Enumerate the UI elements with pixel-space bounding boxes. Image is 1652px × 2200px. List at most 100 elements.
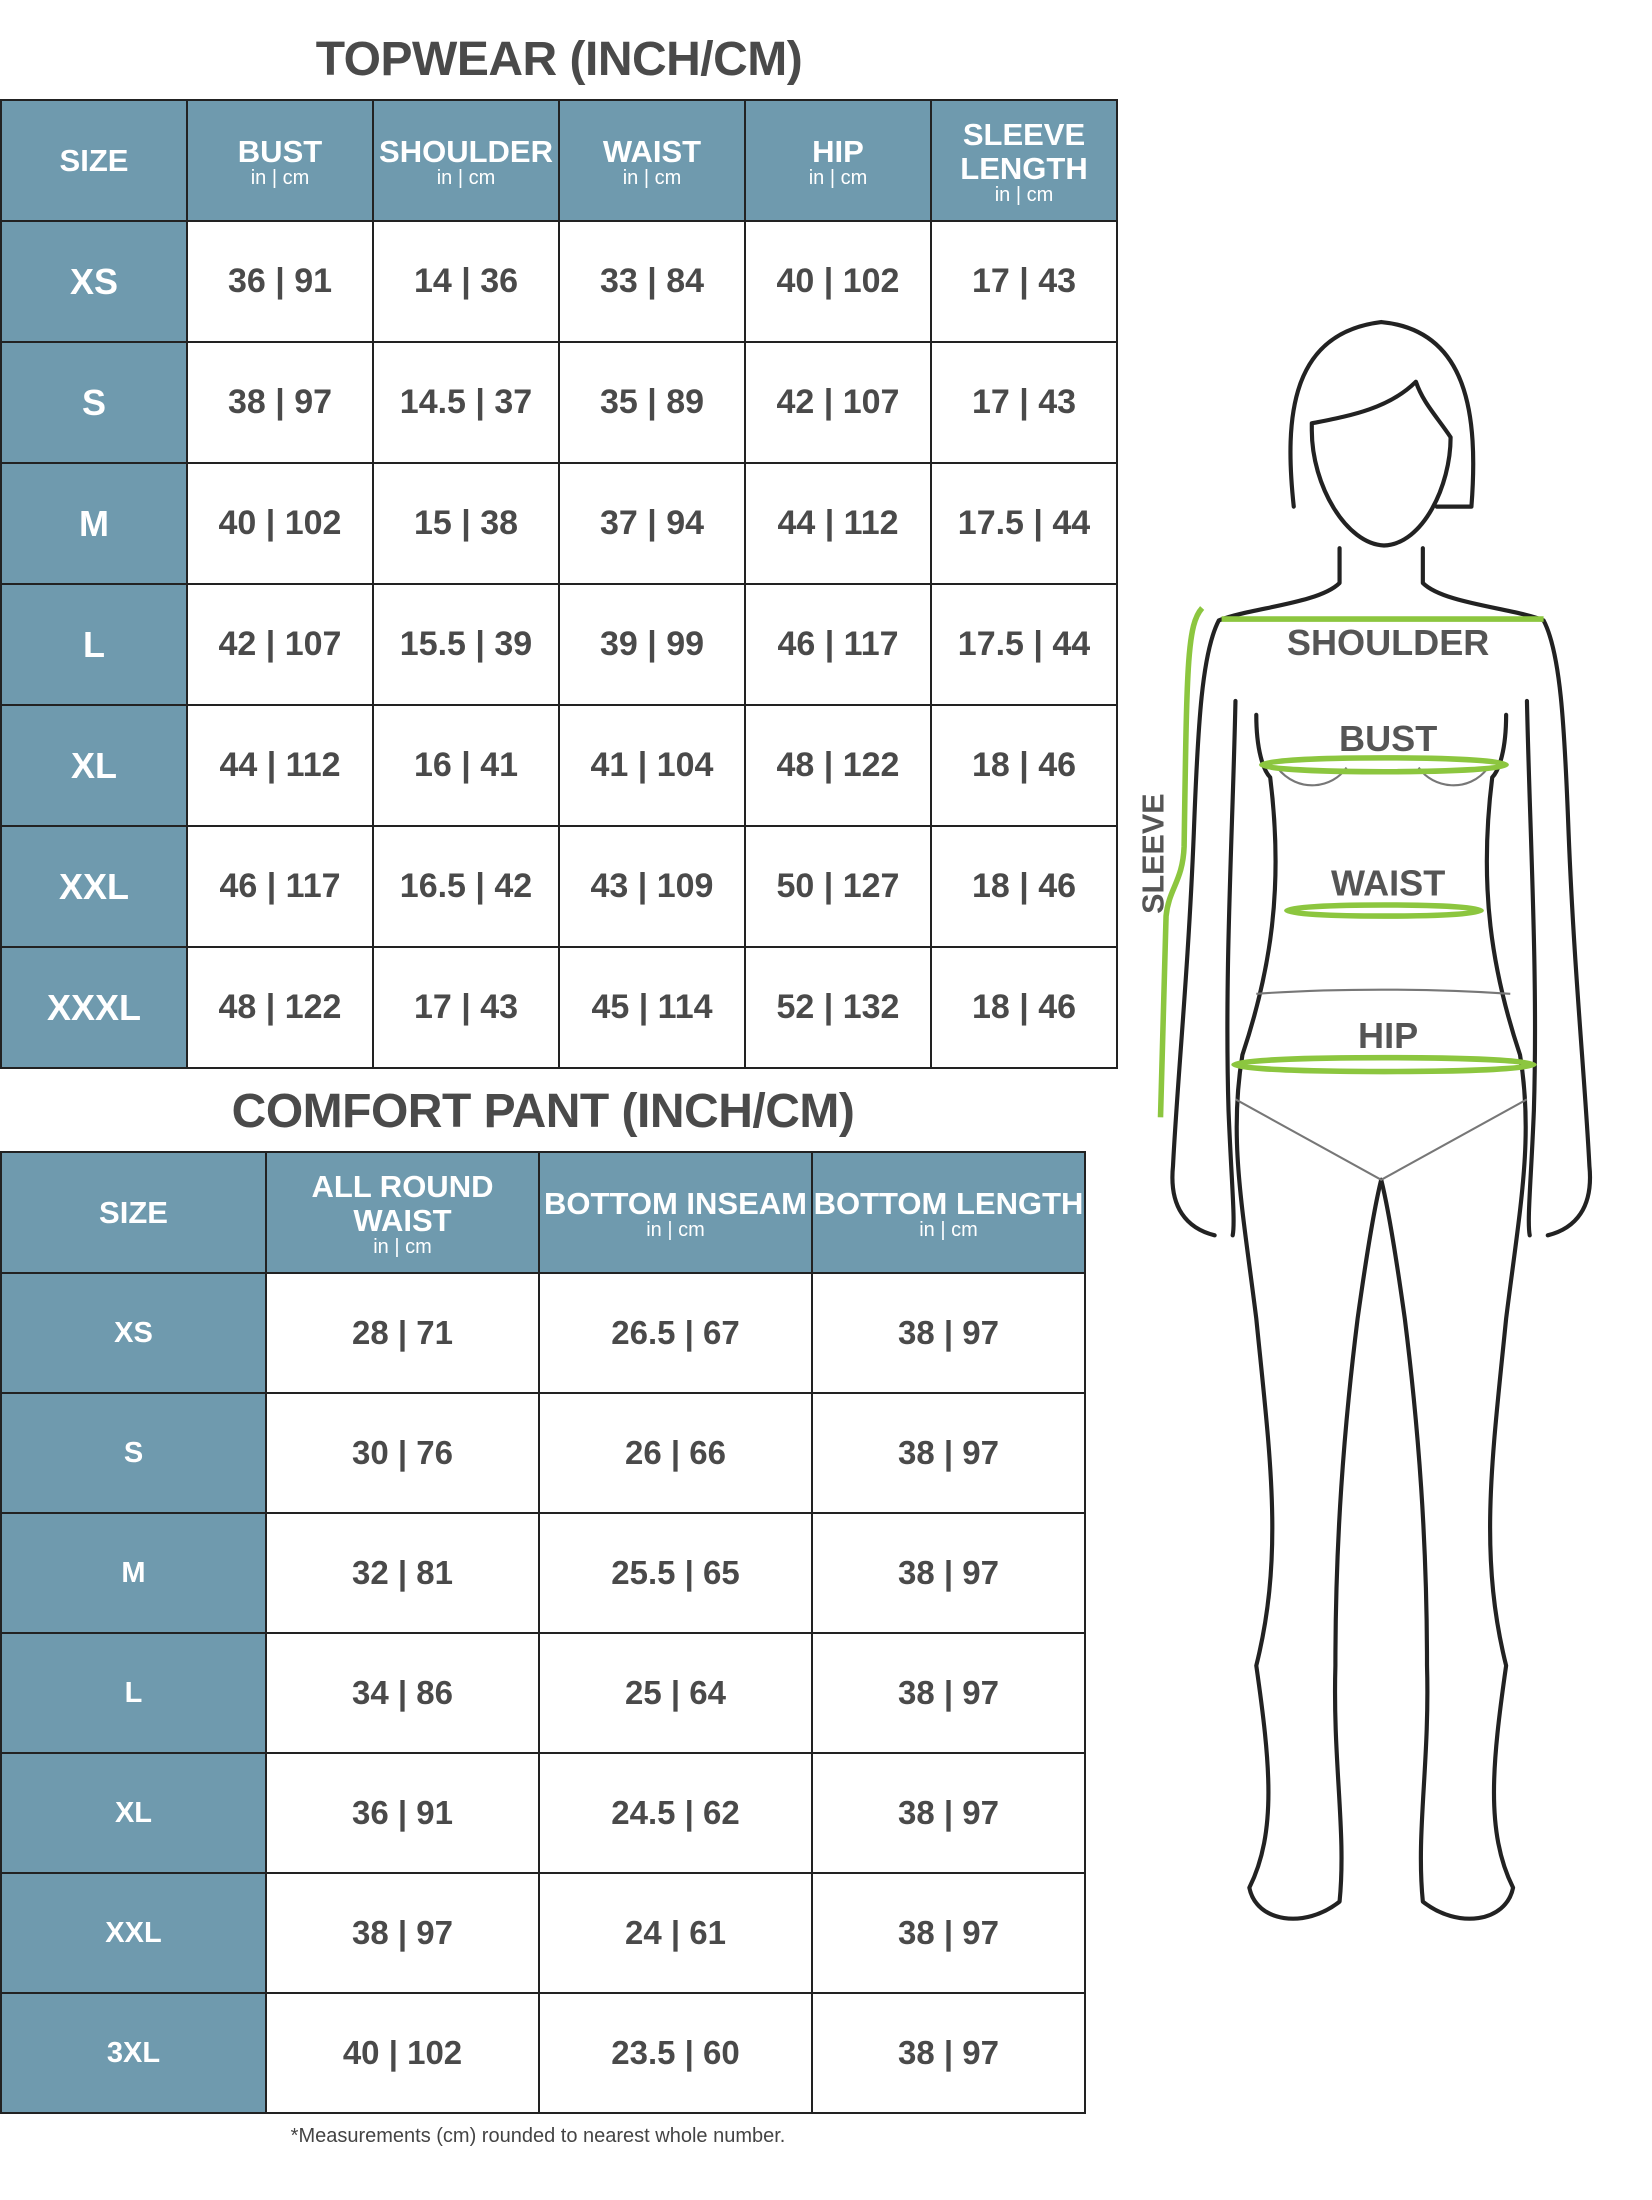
measurement-cell: 30 | 76 bbox=[265, 1392, 540, 1514]
column-header-label: SLEEVE LENGTH bbox=[960, 116, 1088, 186]
hip-measure-line bbox=[1231, 1054, 1537, 1075]
measurement-cell: 38 | 97 bbox=[811, 1632, 1086, 1754]
header-row: SIZE ALL ROUND WAIST in | cm BOTTOM INSEAM i… bbox=[0, 1151, 1086, 1274]
table-row: XXL 38 | 97 24 | 61 38 | 97 bbox=[0, 1872, 1086, 1994]
size-cell: XL bbox=[0, 704, 188, 827]
column-header: SLEEVE LENGTH in | cm bbox=[930, 99, 1118, 222]
unit-label: in | cm bbox=[622, 166, 682, 189]
measurement-cell: 36 | 91 bbox=[265, 1752, 540, 1874]
measurement-cell: 38 | 97 bbox=[811, 1392, 1086, 1514]
size-cell: XL bbox=[0, 1752, 267, 1874]
column-header-label: SIZE bbox=[99, 1194, 168, 1230]
size-cell: XS bbox=[0, 1272, 267, 1394]
sleeve-measure-line bbox=[1157, 606, 1205, 1118]
measurement-cell: 39 | 99 bbox=[558, 583, 746, 706]
pant-title: COMFORT PANT (INCH/CM) bbox=[231, 1085, 855, 1138]
table-row: XXXL 48 | 122 17 | 43 45 | 114 52 | 132 18 | … bbox=[0, 946, 1118, 1069]
measurement-cell: 48 | 122 bbox=[186, 946, 374, 1069]
measurement-cell: 46 | 117 bbox=[744, 583, 932, 706]
unit-label: in | cm bbox=[808, 166, 868, 189]
measurement-cell: 23.5 | 60 bbox=[538, 1992, 813, 2114]
measurement-cell: 16.5 | 42 bbox=[372, 825, 560, 948]
footnote: *Measurements (cm) rounded to nearest wh… bbox=[290, 2125, 786, 2147]
measurement-cell: 18 | 46 bbox=[930, 704, 1118, 827]
face-outline bbox=[1309, 379, 1453, 548]
table-row: XS 36 | 91 14 | 36 33 | 84 40 | 102 17 | 43 bbox=[0, 220, 1118, 343]
table-row: XL 36 | 91 24.5 | 62 38 | 97 bbox=[0, 1752, 1086, 1874]
measurement-cell: 40 | 102 bbox=[744, 220, 932, 343]
column-header: BUST in | cm bbox=[186, 99, 374, 222]
measurement-cell: 45 | 114 bbox=[558, 946, 746, 1069]
size-cell: XXL bbox=[0, 1872, 267, 1994]
measurement-cell: 42 | 107 bbox=[186, 583, 374, 706]
size-cell: S bbox=[0, 341, 188, 464]
header-row: SIZE BUST in | cm SHOULDER in | cm WAIST in | … bbox=[0, 99, 1118, 222]
measurement-cell: 17.5 | 44 bbox=[930, 462, 1118, 585]
table-row: L 42 | 107 15.5 | 39 39 | 99 46 | 117 17.5 | … bbox=[0, 583, 1118, 706]
measurement-cell: 38 | 97 bbox=[811, 1272, 1086, 1394]
hair-outline bbox=[1288, 319, 1476, 509]
body-detail-lines bbox=[1234, 766, 1528, 1181]
size-cell: XXL bbox=[0, 825, 188, 948]
right-body bbox=[1379, 546, 1593, 1921]
table-row: S 38 | 97 14.5 | 37 35 | 89 42 | 107 17 | 43 bbox=[0, 341, 1118, 464]
measurement-cell: 43 | 109 bbox=[558, 825, 746, 948]
column-header: WAIST in | cm bbox=[558, 99, 746, 222]
column-header-label: BOTTOM LENGTH bbox=[813, 1185, 1084, 1221]
measurement-cell: 42 | 107 bbox=[744, 341, 932, 464]
measurement-cell: 37 | 94 bbox=[558, 462, 746, 585]
column-header: BOTTOM LENGTH in | cm bbox=[811, 1151, 1086, 1274]
measurement-cell: 38 | 97 bbox=[186, 341, 374, 464]
table-row: M 32 | 81 25.5 | 65 38 | 97 bbox=[0, 1512, 1086, 1634]
size-cell: S bbox=[0, 1392, 267, 1514]
measurement-cell: 33 | 84 bbox=[558, 220, 746, 343]
measurement-cell: 46 | 117 bbox=[186, 825, 374, 948]
measurement-cell: 48 | 122 bbox=[744, 704, 932, 827]
pant-size-table: SIZE ALL ROUND WAIST in | cm BOTTOM INSEAM i… bbox=[0, 1151, 1086, 2114]
topwear-size-table: SIZE BUST in | cm SHOULDER in | cm WAIST in | … bbox=[0, 99, 1118, 1069]
column-header-label: SHOULDER bbox=[379, 133, 553, 169]
bust-label: BUST bbox=[1339, 718, 1437, 759]
column-header: ALL ROUND WAIST in | cm bbox=[265, 1151, 540, 1274]
table-row: XS 28 | 71 26.5 | 67 38 | 97 bbox=[0, 1272, 1086, 1394]
measurement-cell: 18 | 46 bbox=[930, 825, 1118, 948]
measurement-cell: 24.5 | 62 bbox=[538, 1752, 813, 1874]
measurement-cell: 52 | 132 bbox=[744, 946, 932, 1069]
column-header-label: BOTTOM INSEAM bbox=[544, 1185, 807, 1221]
measurement-lines bbox=[1157, 606, 1544, 1118]
column-header: SIZE bbox=[0, 99, 188, 222]
unit-label: in | cm bbox=[919, 1218, 978, 1241]
measurement-cell: 15.5 | 39 bbox=[372, 583, 560, 706]
measurement-cell: 17 | 43 bbox=[372, 946, 560, 1069]
measurement-cell: 17.5 | 44 bbox=[930, 583, 1118, 706]
column-header-label: WAIST bbox=[602, 133, 702, 169]
table-row: L 34 | 86 25 | 64 38 | 97 bbox=[0, 1632, 1086, 1754]
table-row: XXL 46 | 117 16.5 | 42 43 | 109 50 | 127 18 |… bbox=[0, 825, 1118, 948]
measurement-cell: 15 | 38 bbox=[372, 462, 560, 585]
bust-measure-line bbox=[1259, 755, 1509, 775]
measurement-cell: 38 | 97 bbox=[811, 1752, 1086, 1874]
table-row: XL 44 | 112 16 | 41 41 | 104 48 | 122 18 | 46 bbox=[0, 704, 1118, 827]
shoulder-label: SHOULDER bbox=[1287, 622, 1489, 663]
size-cell: L bbox=[0, 583, 188, 706]
column-header-label: BUST bbox=[237, 133, 323, 169]
measurement-cell: 32 | 81 bbox=[265, 1512, 540, 1634]
unit-label: in | cm bbox=[436, 166, 496, 189]
size-cell: L bbox=[0, 1632, 267, 1754]
measurement-cell: 40 | 102 bbox=[265, 1992, 540, 2114]
topwear-title: TOPWEAR (INCH/CM) bbox=[315, 33, 803, 86]
measurement-cell: 14.5 | 37 bbox=[372, 341, 560, 464]
column-header-label: HIP bbox=[812, 133, 864, 169]
measurement-cell: 50 | 127 bbox=[744, 825, 932, 948]
measurement-cell: 17 | 43 bbox=[930, 220, 1118, 343]
measurement-cell: 18 | 46 bbox=[930, 946, 1118, 1069]
measurement-cell: 36 | 91 bbox=[186, 220, 374, 343]
unit-label: in | cm bbox=[994, 183, 1054, 206]
waist-label: WAIST bbox=[1331, 862, 1445, 903]
column-header-label: SIZE bbox=[59, 142, 129, 178]
measurement-cell: 44 | 112 bbox=[744, 462, 932, 585]
size-cell: XS bbox=[0, 220, 188, 343]
table-row: S 30 | 76 26 | 66 38 | 97 bbox=[0, 1392, 1086, 1514]
size-cell: M bbox=[0, 1512, 267, 1634]
unit-label: in | cm bbox=[646, 1218, 705, 1241]
